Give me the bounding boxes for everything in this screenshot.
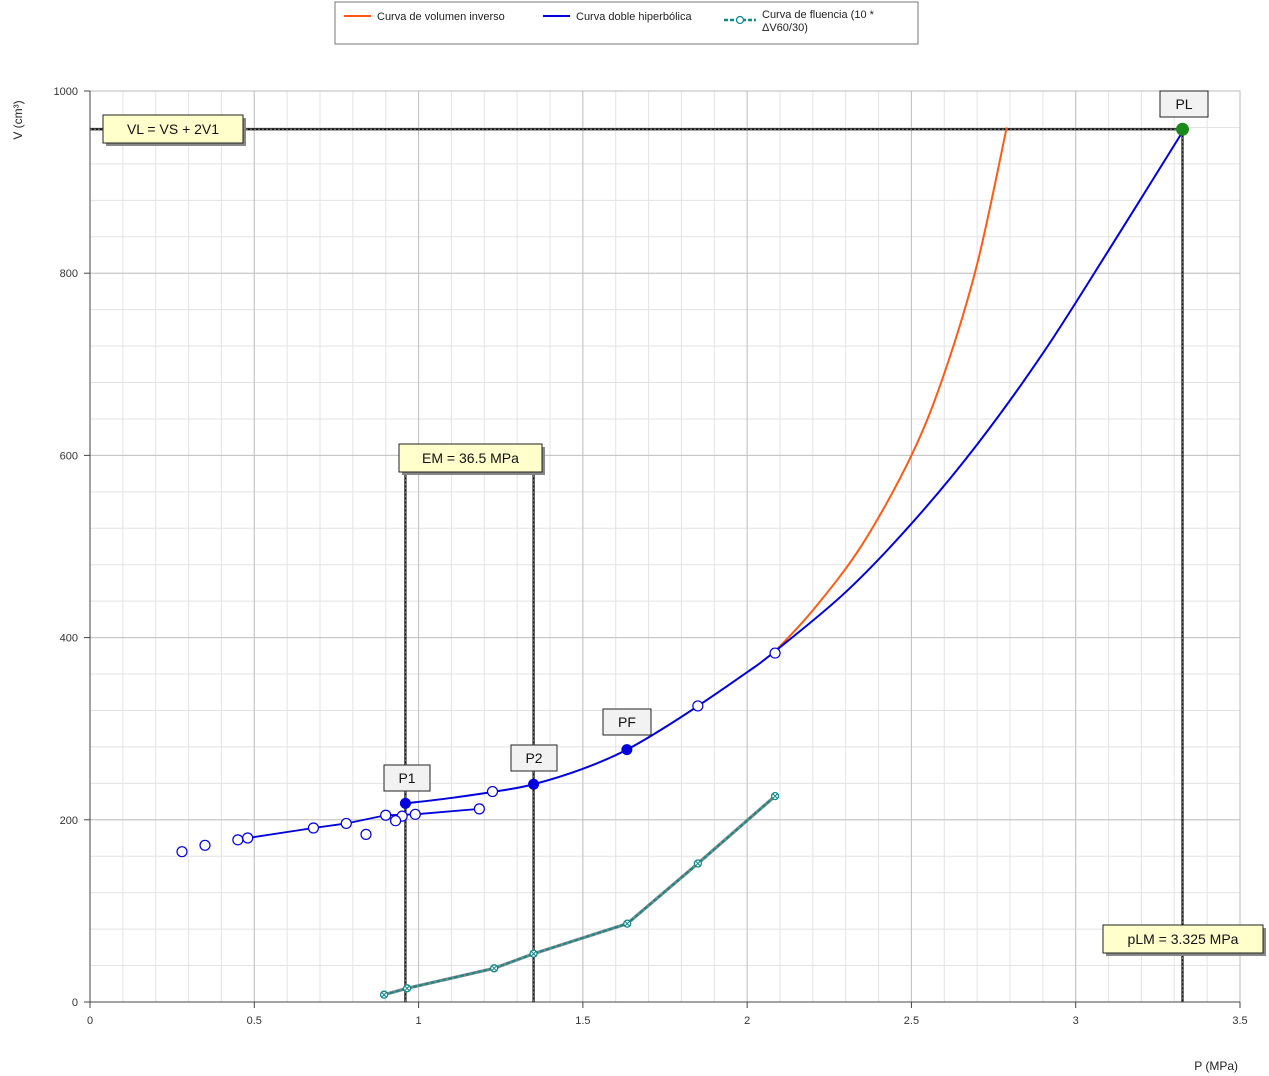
x-axis-title: P (MPa) [1194,1059,1238,1073]
creep-marker-cross [404,985,410,992]
y-tick-labels: 0 200 400 600 800 1000 [54,86,90,1009]
axes [89,90,1241,1003]
measured-point [242,832,254,844]
legend-frame [334,1,919,45]
legend: Curva de volumen inverso Curva doble hipe… [334,1,919,45]
key-point-p1 [399,797,411,809]
measured-point [340,817,352,830]
measured-point [486,785,499,798]
x-tick-labels: 0 0.5 1 1.5 2 2.5 3 3.5 [87,1002,1248,1027]
label-pl-text: PL [1175,96,1192,112]
creep-marker-cross [624,920,631,927]
x-tick-label: 0.5 [247,1015,262,1027]
annotation-em-box [398,443,543,473]
legend-label-creep-line2: ΔV60/30) [762,22,808,34]
x-tick-label: 2 [744,1015,750,1027]
y-tick-label: 0 [72,997,78,1009]
label-pf-text: PF [618,714,636,730]
inverse-volume-curve [774,127,1008,652]
y-axis-title: V (cm³) [11,100,25,139]
measured-point [360,828,372,840]
key-point-p2 [528,778,540,790]
reference-lines [90,128,1184,1002]
measured-point [769,647,781,659]
creep-marker-cross [695,860,701,867]
annotation-plm-text: pLM = 3.325 MPa [1128,931,1239,947]
label-p2-text: P2 [525,750,542,766]
measured-point [389,815,402,827]
y-tick-label: 600 [60,450,78,462]
key-point-pf [621,744,633,756]
label-pf-box [602,708,652,736]
creep-marker-cross [491,965,497,972]
x-tick-label: 2.5 [904,1015,919,1027]
legend-marker-creep [735,15,745,25]
y-tick-label: 1000 [54,86,78,98]
key-point-pl [1176,122,1189,136]
measured-point [176,846,188,858]
label-pl-box [1159,90,1209,118]
annotation-em-text: EM = 36.5 MPa [422,450,519,466]
legend-label-creep-line1: Curva de fluencia (10 * [762,9,875,21]
x-tick-label: 3 [1073,1015,1079,1027]
y-tick-label: 800 [60,268,78,280]
x-tick-label: 3.5 [1232,1015,1247,1027]
legend-label-inverse: Curva de volumen inverso [377,11,505,23]
y-tick-label: 200 [60,815,78,827]
reload-branch-line [415,807,480,816]
measured-point [409,808,421,820]
measured-point [232,834,244,846]
x-tick-label: 1 [416,1015,422,1027]
annotation-plm-box [1102,924,1264,954]
label-p2-box [510,744,558,772]
label-p1-text: P1 [398,770,415,786]
measured-point [307,822,320,834]
x-tick-label: 0 [87,1015,93,1027]
annotation-vl-text: VL = VS + 2V1 [127,121,219,137]
creep-marker-cross [772,793,778,799]
annotation-vl-box [102,114,244,144]
creep-marker-cross [530,950,537,957]
data-points [176,122,1189,999]
y-tick-label: 400 [60,633,78,645]
label-p1-box [383,764,431,792]
creep-marker-cross [381,991,387,998]
measured-point [473,803,485,815]
annotation-labels: P1 P2 PF PL VL = VS + 2V1 EM = 36.5 MPa pLM = … [102,90,1266,956]
measured-point [380,809,392,821]
measured-point [199,839,211,851]
legend-label-hyperbolic: Curva doble hiperbólica [576,11,692,23]
measured-point [692,700,704,712]
x-tick-label: 1.5 [575,1015,590,1027]
